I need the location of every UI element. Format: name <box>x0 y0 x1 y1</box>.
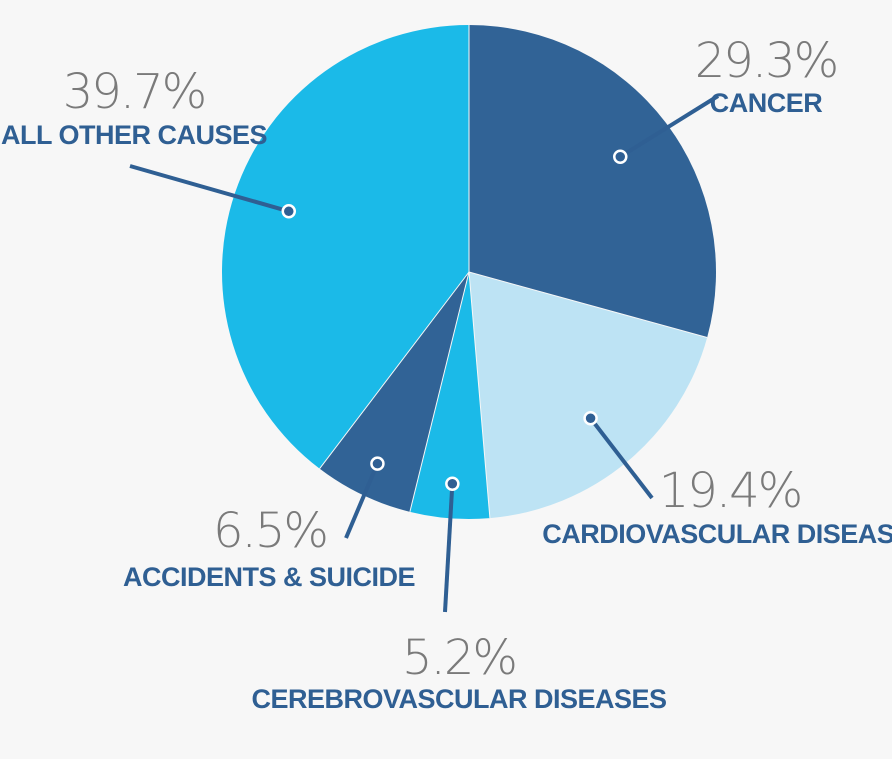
cerebrovascular-label: CEREBROVASCULAR DISEASES <box>251 684 666 714</box>
pie-slice-cancer <box>469 25 716 338</box>
slice-separator <box>319 271 470 469</box>
cardiovascular-label: CARDIOVASCULAR DISEASE <box>542 519 892 549</box>
pie-slices <box>221 25 716 519</box>
slice-separator <box>468 271 708 338</box>
leader-line-cardiovascular-disease <box>589 417 654 500</box>
leader-dot-all-other-causes <box>281 204 297 219</box>
accidents-label: ACCIDENTS & SUICIDE <box>123 562 415 592</box>
leader-line-accidents-and-suicide <box>344 462 380 539</box>
cancer-label: CANCER <box>710 88 823 118</box>
pie-slice-accidents-and-suicide <box>319 272 469 512</box>
slice-separator <box>468 271 491 519</box>
cardiovascular-percent: 19.4% <box>659 463 801 519</box>
leader-dot-cancer <box>613 149 628 164</box>
accidents-percent: 6.5% <box>213 503 327 559</box>
leader-dot-cerebrovascular-diseases <box>445 476 460 492</box>
leader-line-all-other-causes <box>129 164 290 214</box>
leader-line-cerebrovascular-diseases <box>443 483 455 613</box>
pie-slice-cardiovascular-disease <box>469 272 708 519</box>
leader-dot-accidents-and-suicide <box>370 456 385 471</box>
pie-slice-cerebrovascular-diseases <box>409 272 490 519</box>
leader-line-cancer <box>619 94 720 159</box>
leader-dot-cardiovascular-disease <box>583 410 598 426</box>
all-other-label: ALL OTHER CAUSES <box>1 120 267 150</box>
pie-slice-all-other-causes <box>221 25 469 469</box>
leader-lines <box>129 94 720 613</box>
cancer-percent: 29.3% <box>695 33 837 89</box>
cerebrovascular-percent: 5.2% <box>402 630 516 686</box>
all-other-percent: 39.7% <box>63 64 205 120</box>
slice-labels: 29.3% CANCER 19.4% CARDIOVASCULAR DISEAS… <box>1 33 892 714</box>
slice-separator <box>409 271 470 512</box>
